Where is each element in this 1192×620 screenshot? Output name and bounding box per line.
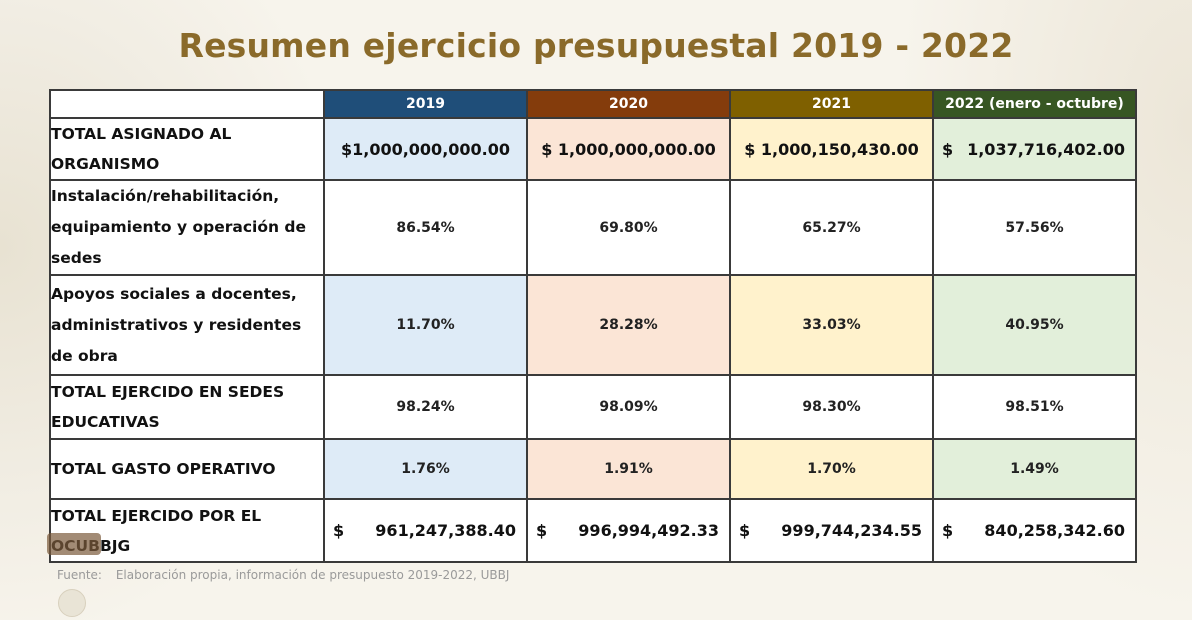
cell-value: 98.30% <box>729 374 934 440</box>
cell-value: 57.56% <box>932 179 1137 276</box>
table-header-row: 2019 2020 2021 2022 (enero - octubre) <box>49 89 1137 119</box>
row-label-total-asignado: TOTAL ASIGNADO AL ORGANISMO <box>49 117 325 181</box>
cell-value: 98.09% <box>526 374 731 440</box>
amount: 840,258,342.60 <box>984 521 1125 540</box>
cell-value: 28.28% <box>526 274 731 376</box>
source-label: Fuente: <box>57 568 102 582</box>
cell-value: 33.03% <box>729 274 934 376</box>
cell-value: $ 1,037,716,402.00 <box>932 117 1137 181</box>
budget-summary-table: 2019 2020 2021 2022 (enero - octubre) TO… <box>49 89 1137 563</box>
column-header-2022: 2022 (enero - octubre) <box>932 89 1137 119</box>
cell-value: $ 961,247,388.40 <box>323 498 528 563</box>
table-row: Instalación/rehabilitación, equipamiento… <box>49 179 1137 276</box>
cell-value: $1,000,000,000.00 <box>323 117 528 181</box>
currency-symbol: $ <box>942 521 954 540</box>
cell-value: $ 1,000,150,430.00 <box>729 117 934 181</box>
cell-value: 65.27% <box>729 179 934 276</box>
table-row: TOTAL GASTO OPERATIVO 1.76% 1.91% 1.70% … <box>49 438 1137 500</box>
cell-value: 98.24% <box>323 374 528 440</box>
cell-value: 11.70% <box>323 274 528 376</box>
seal-icon <box>58 589 86 617</box>
amount: 1,037,716,402.00 <box>967 139 1125 159</box>
cell-value: 1.70% <box>729 438 934 500</box>
header-corner-cell <box>49 89 325 119</box>
currency-symbol: $ <box>942 139 954 159</box>
logo-badge <box>47 533 101 555</box>
amount: 961,247,388.40 <box>375 521 516 540</box>
row-label-instalacion: Instalación/rehabilitación, equipamiento… <box>49 179 325 276</box>
column-header-2020: 2020 <box>526 89 731 119</box>
cell-value: $ 1,000,000,000.00 <box>526 117 731 181</box>
cell-value: 98.51% <box>932 374 1137 440</box>
source-note: Fuente: Elaboración propia, información … <box>57 568 509 582</box>
column-header-2019: 2019 <box>323 89 528 119</box>
cell-value: 1.91% <box>526 438 731 500</box>
cell-value: $ 996,994,492.33 <box>526 498 731 563</box>
amount: 999,744,234.55 <box>781 521 922 540</box>
currency-symbol: $ <box>739 521 751 540</box>
cell-value: $ 999,744,234.55 <box>729 498 934 563</box>
cell-value: 69.80% <box>526 179 731 276</box>
table-row: TOTAL EJERCIDO POR EL OCUBBJG $ 961,247,… <box>49 498 1137 563</box>
row-label-apoyos-sociales: Apoyos sociales a docentes, administrati… <box>49 274 325 376</box>
cell-value: 1.49% <box>932 438 1137 500</box>
cell-value: 1.76% <box>323 438 528 500</box>
currency-symbol: $ <box>536 521 548 540</box>
row-label-total-ejercido-sedes: TOTAL EJERCIDO EN SEDES EDUCATIVAS <box>49 374 325 440</box>
currency-symbol: $ <box>333 521 345 540</box>
column-header-2021: 2021 <box>729 89 934 119</box>
source-text: Elaboración propia, información de presu… <box>115 568 510 582</box>
cell-value: 40.95% <box>932 274 1137 376</box>
row-label-total-gasto-operativo: TOTAL GASTO OPERATIVO <box>49 438 325 500</box>
table-row: Apoyos sociales a docentes, administrati… <box>49 274 1137 376</box>
cell-value: 86.54% <box>323 179 528 276</box>
page-title: Resumen ejercicio presupuestal 2019 - 20… <box>178 26 1014 65</box>
amount: 996,994,492.33 <box>578 521 719 540</box>
table-row: TOTAL ASIGNADO AL ORGANISMO $1,000,000,0… <box>49 117 1137 181</box>
table-row: TOTAL EJERCIDO EN SEDES EDUCATIVAS 98.24… <box>49 374 1137 440</box>
cell-value: $ 840,258,342.60 <box>932 498 1137 563</box>
